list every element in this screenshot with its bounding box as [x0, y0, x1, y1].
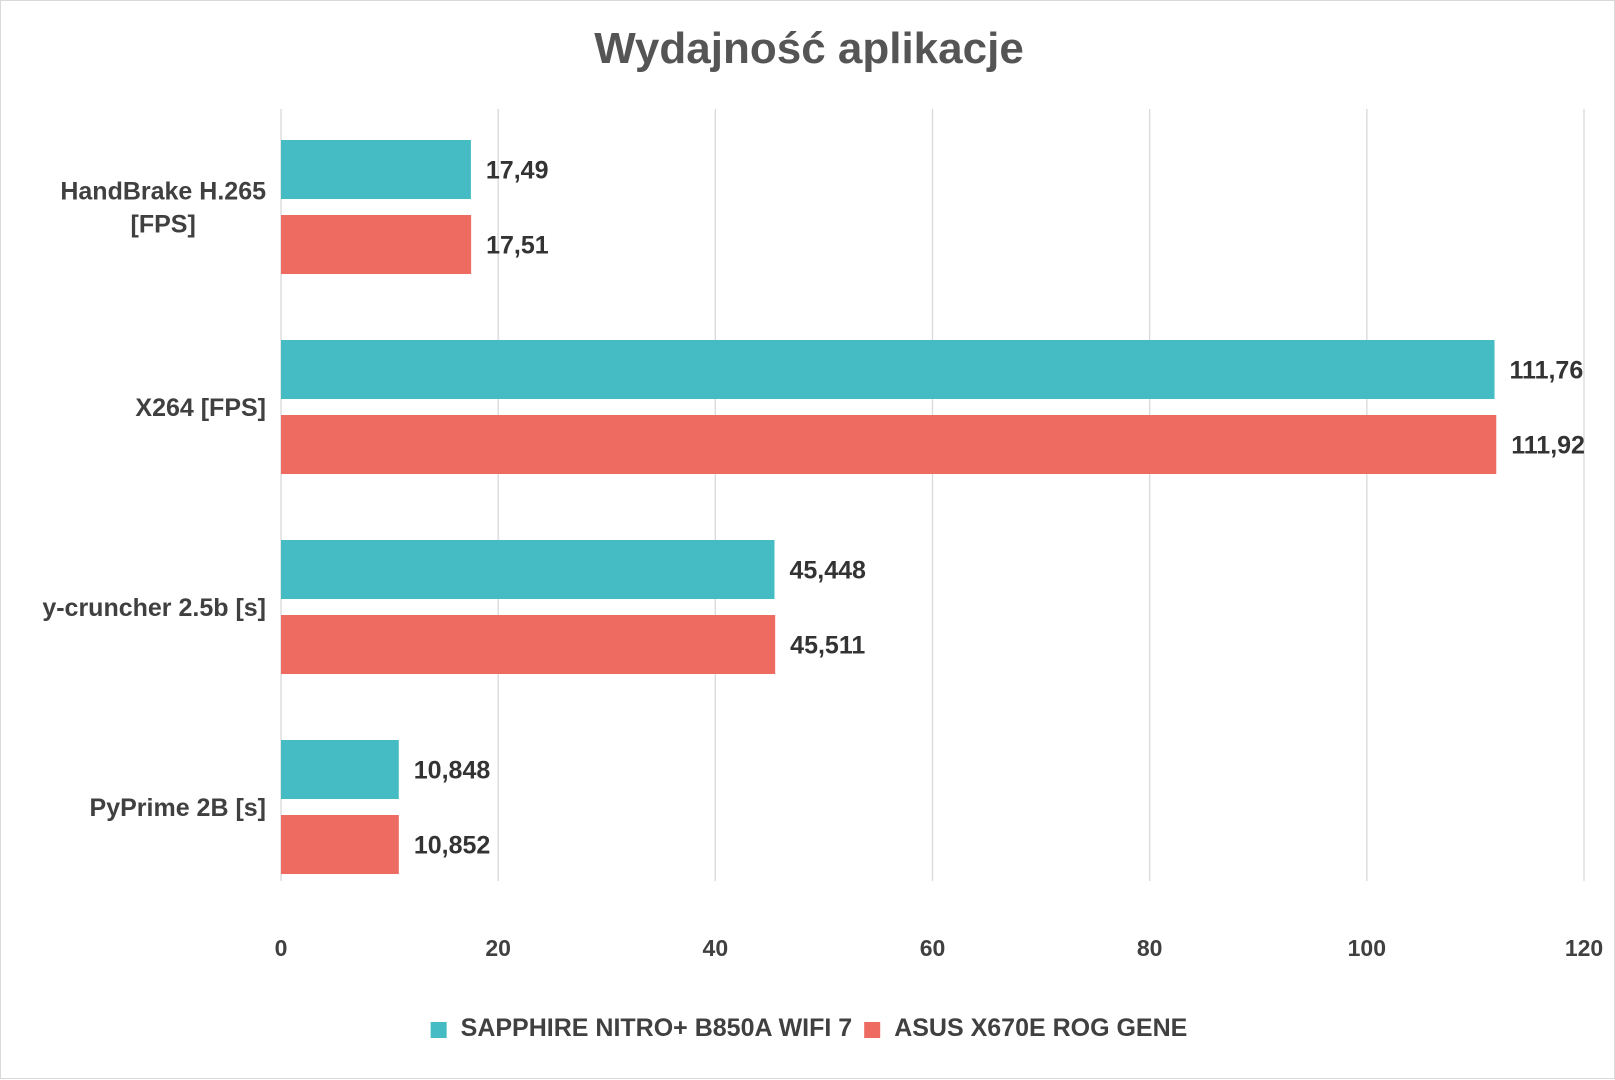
data-label: 111,76	[1510, 357, 1584, 385]
legend-label: SAPPHIRE NITRO+ B850A WIFI 7	[461, 1014, 853, 1042]
data-label: 111,92	[1511, 432, 1585, 460]
gridlines	[280, 109, 1585, 881]
data-label: 10,852	[414, 832, 490, 860]
category-label: X264 [FPS]	[135, 394, 266, 422]
bar	[281, 615, 776, 674]
chart-title: Wydajność aplikacje	[594, 24, 1024, 73]
legend-swatch	[864, 1022, 881, 1038]
x-tick-label: 60	[920, 935, 946, 961]
data-label: 10,848	[414, 757, 491, 785]
x-tick-label: 80	[1137, 935, 1163, 961]
bar	[281, 215, 472, 274]
category-label: [FPS]	[131, 211, 196, 239]
legend: SAPPHIRE NITRO+ B850A WIFI 7 ASUS X670E R…	[430, 1014, 1187, 1042]
bar	[281, 415, 1497, 474]
x-tick-label: 0	[275, 935, 288, 961]
bar	[281, 540, 775, 599]
category-label: HandBrake H.265	[60, 178, 266, 206]
category-labels: HandBrake H.265 [FPS] X264 [FPS] y-cruncher…	[42, 178, 266, 823]
x-axis-ticks: 0 20 40 60 80 100 120	[275, 935, 1604, 961]
data-labels: 17,49 17,51 111,76 111,92 45,448 45,511 10,848…	[414, 157, 1585, 860]
category-label: PyPrime 2B [s]	[90, 794, 266, 822]
x-tick-label: 100	[1348, 935, 1386, 961]
bar	[281, 140, 471, 199]
x-tick-label: 120	[1565, 935, 1603, 961]
bars	[281, 140, 1497, 874]
legend-label: ASUS X670E ROG GENE	[894, 1014, 1187, 1042]
bar	[281, 815, 399, 874]
x-tick-label: 40	[703, 935, 729, 961]
category-label: y-cruncher 2.5b [s]	[42, 594, 266, 622]
legend-swatch	[430, 1022, 447, 1038]
data-label: 17,51	[486, 232, 549, 260]
bar	[281, 740, 399, 799]
data-label: 17,49	[486, 157, 549, 185]
x-tick-label: 20	[485, 935, 511, 961]
data-label: 45,511	[790, 632, 865, 660]
bar	[281, 340, 1495, 399]
data-label: 45,448	[789, 557, 866, 585]
